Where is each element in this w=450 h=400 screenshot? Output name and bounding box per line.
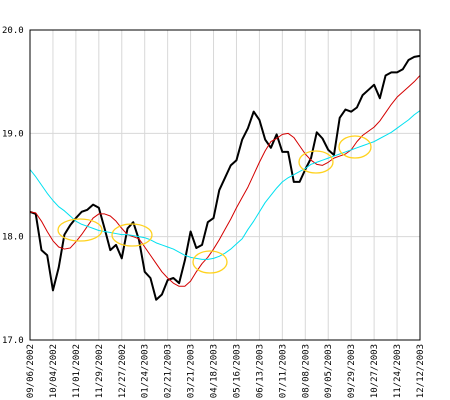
x-tick-label: 08/08/2003 (301, 344, 311, 398)
x-tick-label: 02/21/2003 (164, 344, 174, 398)
x-tick-label: 09/05/2003 (324, 344, 334, 398)
x-tick-label: 06/13/2003 (255, 344, 265, 398)
price-line (29, 110, 421, 260)
x-tick-label: 05/16/2003 (232, 344, 242, 398)
x-tick-label: 11/29/2002 (95, 344, 105, 398)
highlight-ellipse (57, 218, 103, 242)
price-line (29, 54, 421, 301)
highlight-ellipse (338, 135, 372, 159)
y-tick-label: 17.0 (2, 336, 24, 346)
plot-frame (29, 29, 421, 341)
x-tick-label: 11/01/2002 (72, 344, 82, 398)
annotations (57, 135, 372, 274)
highlight-ellipse (111, 223, 153, 247)
x-tick-label: 12/27/2002 (118, 344, 128, 398)
x-tick-label: 07/11/2003 (278, 344, 288, 398)
x-tick-label: 03/21/2003 (187, 344, 197, 398)
x-tick-label: 01/24/2003 (141, 344, 151, 398)
x-tick-label: 11/24/2003 (393, 344, 403, 398)
x-tick-label: 10/27/2003 (370, 344, 380, 398)
highlight-ellipse (192, 250, 228, 274)
y-tick-label: 20.0 (2, 26, 24, 36)
y-tick-label: 18.0 (2, 233, 24, 243)
highlight-ellipse (298, 150, 334, 174)
lines (29, 54, 421, 301)
x-tick-label: 04/18/2003 (210, 344, 220, 398)
x-tick-label: 12/12/2003 (416, 344, 426, 398)
x-tick-label: 09/06/2002 (26, 344, 36, 398)
y-tick-label: 19.0 (2, 129, 24, 139)
x-tick-label: 10/04/2002 (49, 344, 59, 398)
x-tick-label: 09/29/2003 (347, 344, 357, 398)
price-line (29, 75, 421, 287)
